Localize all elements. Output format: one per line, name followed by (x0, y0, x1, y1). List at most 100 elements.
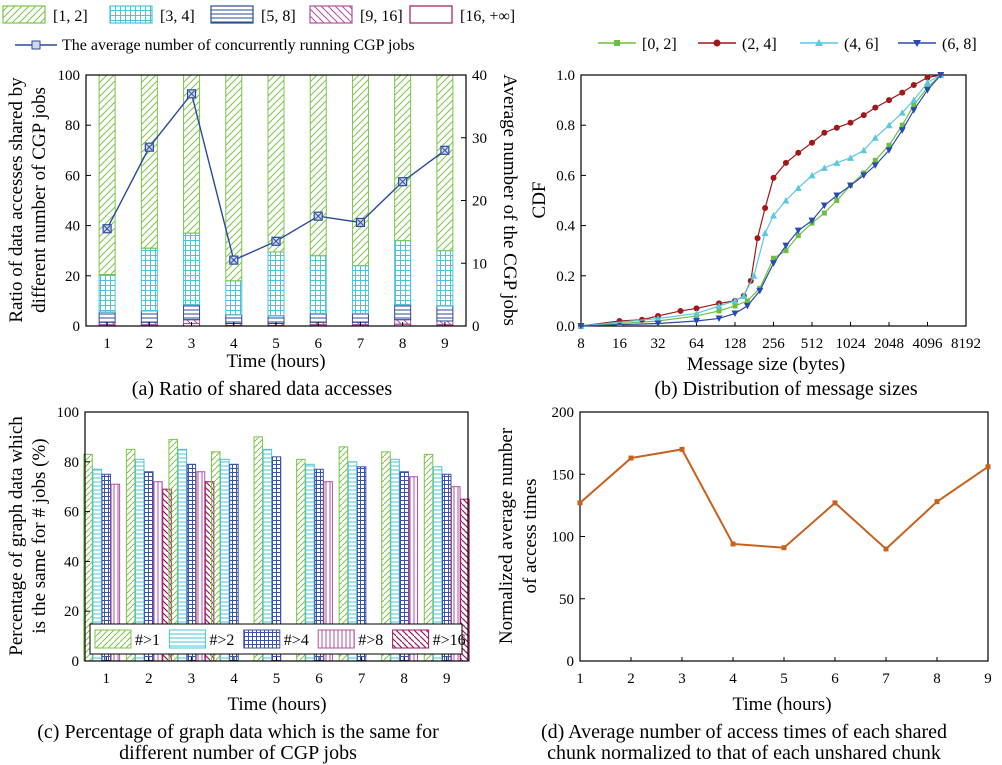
chart-b-xtick-label: 512 (801, 336, 824, 352)
chart-b-point-s2 (910, 82, 917, 89)
chart-d-xtick-label: 2 (627, 671, 635, 687)
chart-a-xtick-label: 4 (230, 336, 238, 352)
chart-d-xtick-label: 1 (576, 671, 584, 687)
chart-b-point-s3 (761, 229, 769, 237)
chart-d-point-x5 (781, 545, 787, 551)
chart-a-bar-3-x7 (351, 312, 369, 323)
chart-d-ytick-label: 200 (552, 405, 575, 421)
chart-a-ytick-label: 20 (65, 269, 80, 285)
chart-a-y2tick-label: 20 (472, 194, 487, 210)
chart-a-y2tick-label: 10 (472, 256, 487, 272)
chart-b-plot-area: 0.0 0.2 0.4 0.6 0.8 1.0 8 16 32 64 128 256 512 1024 20… (556, 68, 981, 352)
chart-a-plot-area: 0 20 40 60 80 100 0 10 20 30 40 1 2 3 4 5 6 7 8 9 (58, 68, 488, 352)
chart-b-ytick-label: 1.0 (556, 68, 575, 84)
chart-b-point-s2 (795, 149, 802, 156)
chart-b-point-s3 (833, 159, 841, 166)
chart-a-ytick-label: 40 (65, 219, 80, 235)
chart-c-legend-label-3: #>4 (284, 632, 309, 649)
chart-b-point-s1 (821, 210, 827, 216)
chart-d-ylabel-line1: Normalized average number (496, 427, 517, 644)
chart-b-point-s2 (693, 305, 700, 312)
chart-b-point-s4 (871, 162, 879, 169)
chart-b-xtick-label: 16 (612, 336, 628, 352)
chart-c-legend-label-5: #>16 (433, 632, 466, 649)
chart-d-point-x3 (679, 446, 685, 452)
chart-a-bar-2-x9 (436, 250, 454, 307)
chart-d-xtick-label: 9 (984, 671, 992, 687)
chart-b-point-s4 (860, 172, 868, 179)
chart-a-bar-2-x1 (98, 274, 116, 313)
chart-c-xtick-label: 1 (103, 671, 111, 687)
chart-b-point-s3 (871, 134, 879, 141)
chart-b-xtick-label: 8192 (951, 336, 981, 352)
chart-a-line-point-cross (314, 212, 322, 220)
chart-d-caption-line2: chunk normalized to that of each unshare… (547, 742, 941, 764)
chart-a-xtick-label: 5 (272, 336, 280, 352)
chart-a-legend-swatch-3 (210, 5, 254, 24)
chart-b-point-s4 (885, 147, 893, 154)
chart-b-legend: [0, 2] (2, 4] (4, 6] (6, 8] (598, 36, 977, 53)
chart-b-point-s1 (783, 248, 789, 254)
chart-b-point-s4 (715, 315, 723, 322)
chart-b-legend-marker-3 (815, 39, 823, 46)
chart-b-point-s3 (731, 297, 739, 304)
chart-b-point-s3 (910, 96, 918, 104)
chart-b-point-s1 (732, 303, 738, 309)
chart-d-xtick-label: 4 (729, 671, 737, 687)
chart-d-point-x6 (832, 500, 838, 506)
chart-a-xtick-label: 6 (314, 336, 322, 352)
chart-a-y2tick-label: 40 (472, 68, 487, 84)
chart-a-legend-line-label: The average number of concurrently runni… (62, 37, 415, 54)
chart-b-ytick-label: 0.8 (556, 118, 575, 134)
chart-c-xtick-label: 8 (400, 671, 408, 687)
chart-a-bar-3-x8 (394, 304, 412, 321)
chart-b-point-s2 (886, 97, 892, 104)
chart-d-point-x2 (628, 455, 634, 461)
chart-b-point-s1 (911, 102, 917, 108)
chart-a-line-point-cross (230, 256, 238, 264)
chart-d-point-x8 (934, 499, 940, 505)
chart-d-ytick-label: 0 (567, 654, 575, 670)
chart-b-point-s4 (910, 107, 918, 114)
chart-b-point-s3 (820, 164, 828, 171)
chart-b-point-s3 (924, 79, 931, 86)
chart-a-bar-1-x5 (267, 74, 285, 253)
chart-c-legend-label-4: #>8 (358, 632, 383, 649)
chart-a-legend-label-4: [9, 16] (360, 8, 403, 25)
chart-b-point-s2 (833, 124, 840, 131)
chart-c-xtick-label: 5 (273, 671, 281, 687)
chart-b-point-s3 (715, 302, 723, 309)
chart-b-point-s4 (898, 127, 906, 134)
chart-b-point-s3 (740, 292, 748, 299)
chart-a-bar-3-x2 (140, 310, 158, 323)
chart-d-ytick-label: 100 (552, 530, 575, 546)
chart-b-point-s4 (743, 302, 751, 310)
chart-a-legend-label-2: [3, 4] (160, 8, 195, 25)
chart-a-bar-1-x4 (225, 74, 243, 282)
chart-b-point-s3 (770, 212, 777, 219)
chart-b-frame (580, 74, 967, 327)
chart-b-legend-marker-1 (614, 40, 620, 46)
chart-b-point-s2 (616, 317, 623, 324)
chart-a-xlabel: Time (hours) (226, 351, 325, 372)
chart-b-point-s3 (794, 184, 802, 191)
chart-a-line-point-cross (441, 146, 449, 154)
chart-c-caption-line1: (c) Percentage of graph data which is th… (37, 721, 439, 743)
chart-b-point-s1 (886, 142, 892, 148)
chart-b-point-s2 (809, 139, 815, 146)
chart-c-legend-label-1: #>1 (135, 632, 160, 649)
chart-a-legend-marker (31, 40, 41, 50)
chart-a-caption: (a) Ratio of shared data accesses (132, 378, 393, 400)
chart-a-bar-1-x3 (183, 74, 201, 234)
chart-a-xtick-label: 2 (146, 336, 154, 352)
chart-b-point-s1 (744, 298, 750, 304)
chart-c-ytick-label: 60 (64, 505, 79, 521)
chart-c-xtick-label: 3 (188, 671, 196, 687)
chart-d-ylabel-line2: of access times (520, 478, 541, 593)
chart-b-series-3 (580, 74, 942, 327)
chart-a-ytick-label: 80 (65, 118, 80, 134)
chart-b-point-s4 (794, 227, 802, 235)
chart-d: 0 50 100 150 200 1 2 3 4 5 6 7 8 9 Time (hours) Norma… (496, 405, 992, 764)
chart-a-ytick-label: 60 (65, 168, 80, 184)
chart-b-point-s1 (899, 122, 905, 128)
